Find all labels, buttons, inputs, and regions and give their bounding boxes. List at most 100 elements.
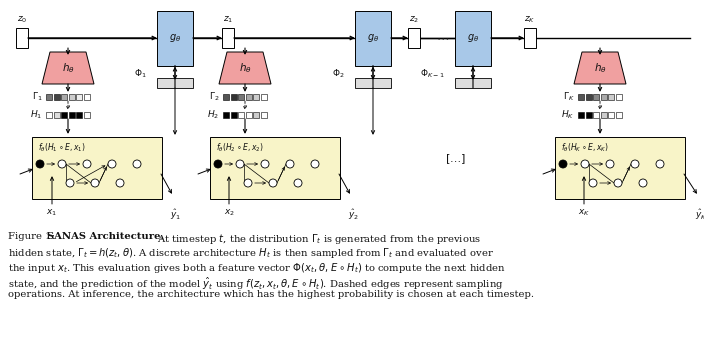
- Text: $\Gamma_1$: $\Gamma_1$: [32, 91, 42, 103]
- Text: $H_K$: $H_K$: [561, 109, 574, 121]
- Bar: [253, 112, 259, 118]
- Circle shape: [116, 179, 124, 187]
- Circle shape: [286, 160, 294, 168]
- Bar: [238, 112, 244, 118]
- Bar: [408, 28, 420, 48]
- Bar: [246, 94, 252, 100]
- Bar: [593, 94, 599, 100]
- Bar: [16, 28, 28, 48]
- Bar: [616, 94, 622, 100]
- Bar: [223, 94, 230, 100]
- Text: $x_2$: $x_2$: [223, 207, 234, 217]
- Bar: [54, 94, 60, 100]
- Bar: [61, 112, 68, 118]
- Text: $H_1$: $H_1$: [30, 109, 42, 121]
- Bar: [555, 137, 685, 199]
- Polygon shape: [42, 52, 94, 84]
- Text: $h_\theta$: $h_\theta$: [239, 61, 251, 75]
- Bar: [608, 112, 615, 118]
- Bar: [524, 28, 536, 48]
- Text: $f_\theta(H_1 \circ E, x_1)$: $f_\theta(H_1 \circ E, x_1)$: [38, 141, 85, 154]
- Text: $g_\theta$: $g_\theta$: [367, 32, 379, 44]
- Bar: [32, 137, 162, 199]
- Bar: [586, 112, 592, 118]
- Circle shape: [108, 160, 116, 168]
- Bar: [61, 94, 68, 100]
- Bar: [578, 94, 584, 100]
- Bar: [355, 78, 391, 88]
- Text: $g_\theta$: $g_\theta$: [169, 32, 181, 44]
- Bar: [76, 94, 82, 100]
- Bar: [455, 11, 491, 65]
- Bar: [260, 94, 267, 100]
- Polygon shape: [219, 52, 271, 84]
- Text: $z_2$: $z_2$: [409, 15, 419, 25]
- Text: $h_\theta$: $h_\theta$: [593, 61, 606, 75]
- Bar: [69, 94, 75, 100]
- Bar: [586, 94, 592, 100]
- Circle shape: [133, 160, 141, 168]
- Circle shape: [311, 160, 319, 168]
- Text: $z_K$: $z_K$: [524, 15, 536, 25]
- Bar: [69, 112, 75, 118]
- Bar: [355, 11, 391, 65]
- Circle shape: [581, 160, 589, 168]
- Circle shape: [58, 160, 66, 168]
- Bar: [76, 112, 82, 118]
- Text: SANAS Architecture.: SANAS Architecture.: [47, 232, 164, 241]
- Bar: [231, 94, 237, 100]
- Bar: [46, 94, 52, 100]
- Circle shape: [589, 179, 597, 187]
- Circle shape: [614, 179, 622, 187]
- Bar: [608, 94, 615, 100]
- Bar: [616, 112, 622, 118]
- Circle shape: [91, 179, 99, 187]
- Text: Figure 1:: Figure 1:: [8, 232, 58, 241]
- Text: $H_2$: $H_2$: [207, 109, 219, 121]
- Circle shape: [236, 160, 244, 168]
- Bar: [157, 78, 193, 88]
- Circle shape: [294, 179, 302, 187]
- Circle shape: [606, 160, 614, 168]
- Bar: [157, 11, 193, 65]
- Circle shape: [269, 179, 277, 187]
- Bar: [231, 112, 237, 118]
- Text: $\hat{y}_1$: $\hat{y}_1$: [170, 207, 182, 222]
- Text: $[\ldots]$: $[\ldots]$: [444, 152, 465, 166]
- Circle shape: [261, 160, 269, 168]
- Circle shape: [639, 179, 647, 187]
- Bar: [223, 112, 230, 118]
- Bar: [260, 112, 267, 118]
- Text: $\cdots$: $\cdots$: [436, 32, 449, 45]
- Bar: [238, 94, 244, 100]
- Bar: [84, 94, 89, 100]
- Circle shape: [66, 179, 74, 187]
- Bar: [601, 94, 607, 100]
- Bar: [578, 112, 584, 118]
- Text: $z_1$: $z_1$: [223, 15, 233, 25]
- Circle shape: [656, 160, 664, 168]
- Text: $f_\theta(H_K \circ E, x_K)$: $f_\theta(H_K \circ E, x_K)$: [561, 141, 609, 154]
- Text: $f_\theta(H_2 \circ E, x_2)$: $f_\theta(H_2 \circ E, x_2)$: [216, 141, 263, 154]
- Bar: [54, 112, 60, 118]
- Circle shape: [214, 160, 222, 168]
- Circle shape: [83, 160, 91, 168]
- Text: $\Phi_1$: $\Phi_1$: [134, 68, 147, 80]
- Polygon shape: [574, 52, 626, 84]
- Circle shape: [631, 160, 639, 168]
- Text: the input $x_t$. This evaluation gives both a feature vector $\Phi(x_t, \theta, : the input $x_t$. This evaluation gives b…: [8, 261, 505, 275]
- Text: $\hat{y}_2$: $\hat{y}_2$: [348, 207, 360, 222]
- Bar: [455, 78, 491, 88]
- Circle shape: [244, 179, 252, 187]
- Bar: [601, 112, 607, 118]
- Bar: [222, 28, 234, 48]
- Text: operations. At inference, the architecture which has the highest probability is : operations. At inference, the architectu…: [8, 290, 534, 299]
- Text: state, and the prediction of the model $\hat{y}_t$ using $f(z_t, x_t, \theta, E : state, and the prediction of the model $…: [8, 275, 503, 292]
- Bar: [84, 112, 89, 118]
- Text: $\Gamma_K$: $\Gamma_K$: [562, 91, 574, 103]
- Text: $\Gamma_2$: $\Gamma_2$: [209, 91, 219, 103]
- Circle shape: [559, 160, 567, 168]
- Circle shape: [36, 160, 44, 168]
- Text: $x_K$: $x_K$: [578, 207, 590, 217]
- Text: $x_1$: $x_1$: [46, 207, 58, 217]
